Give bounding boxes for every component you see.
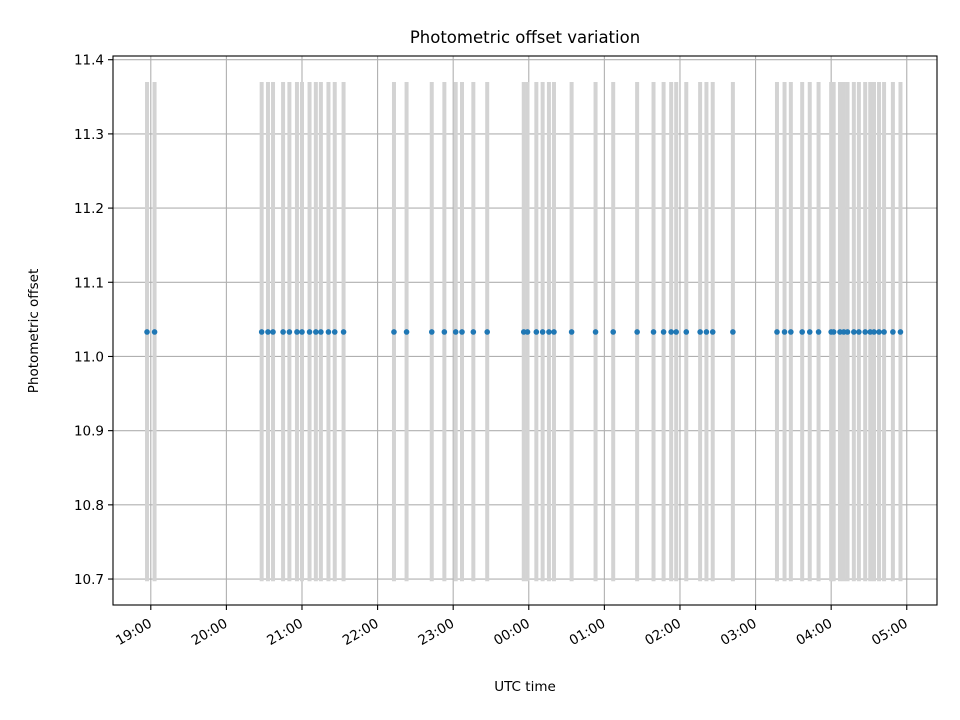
data-point [709,329,716,335]
data-point [881,329,887,335]
data-point [280,329,286,335]
data-point [851,329,857,335]
data-point [844,329,851,335]
y-tick-label: 11.4 [74,53,104,69]
y-tick-label: 11.3 [74,127,104,143]
data-point [781,329,788,335]
data-point [286,329,293,335]
data-point [897,329,904,335]
data-point [660,329,667,335]
data-point [459,329,465,335]
y-tick-label: 10.9 [74,424,104,440]
data-point [484,329,491,335]
data-point [340,329,347,335]
data-point [703,329,710,335]
y-axis-label: Photometric offset [26,269,42,393]
data-point [470,329,477,335]
data-point [270,329,276,335]
plot-area-frame [112,55,938,606]
data-point [539,329,546,335]
data-point [788,329,794,335]
data-point [441,329,448,335]
data-point [294,329,300,335]
y-tick-label: 10.7 [74,572,104,588]
data-point [890,329,896,335]
data-point [533,329,540,335]
data-point [730,329,736,335]
data-point [318,329,324,335]
data-point [151,329,158,335]
data-point [871,329,877,335]
data-point [306,329,313,335]
data-point [830,329,837,335]
y-tick-label: 11.0 [74,349,104,365]
data-points [144,329,904,335]
x-axis-label: UTC time [494,679,556,695]
y-tick-label: 11.2 [74,201,104,217]
data-point [325,329,332,335]
data-point [862,329,868,335]
data-point [313,329,319,335]
chart-title: Photometric offset variation [410,28,640,47]
data-point [610,329,616,335]
data-point [668,329,674,335]
data-point [144,329,150,335]
data-point [799,329,805,335]
data-point [856,329,862,335]
data-point [815,329,822,335]
data-point [683,329,690,335]
data-point [697,329,703,335]
data-point [331,329,338,335]
data-point [568,329,575,335]
data-point [452,329,459,335]
y-axis-ticks: 10.7 10.8 10.9 11.0 11.1 11.2 11.3 11.4 [74,53,113,588]
data-point [299,329,305,335]
data-point [551,329,557,335]
data-point [403,329,410,335]
data-point [258,329,265,335]
data-point [265,329,271,335]
data-point [876,329,882,335]
data-point [673,329,679,335]
data-point [391,329,397,335]
data-point [546,329,552,335]
y-tick-label: 10.8 [74,498,104,514]
y-tick-label: 11.1 [74,275,104,291]
data-point [524,329,531,335]
data-point [634,329,640,335]
data-point [650,329,657,335]
data-point [592,329,599,335]
data-point [428,329,435,335]
data-point [806,329,813,335]
data-point [774,329,780,335]
